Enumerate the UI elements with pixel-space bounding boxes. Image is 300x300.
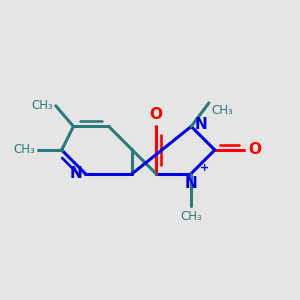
Text: +: + bbox=[200, 163, 209, 173]
Text: O: O bbox=[149, 107, 162, 122]
Text: N: N bbox=[185, 176, 198, 191]
Text: CH₃: CH₃ bbox=[14, 143, 35, 157]
Text: CH₃: CH₃ bbox=[180, 210, 202, 224]
Text: N: N bbox=[70, 166, 82, 181]
Text: O: O bbox=[249, 142, 262, 158]
Text: CH₃: CH₃ bbox=[31, 99, 53, 112]
Text: N: N bbox=[194, 118, 207, 133]
Text: CH₃: CH₃ bbox=[212, 104, 234, 117]
